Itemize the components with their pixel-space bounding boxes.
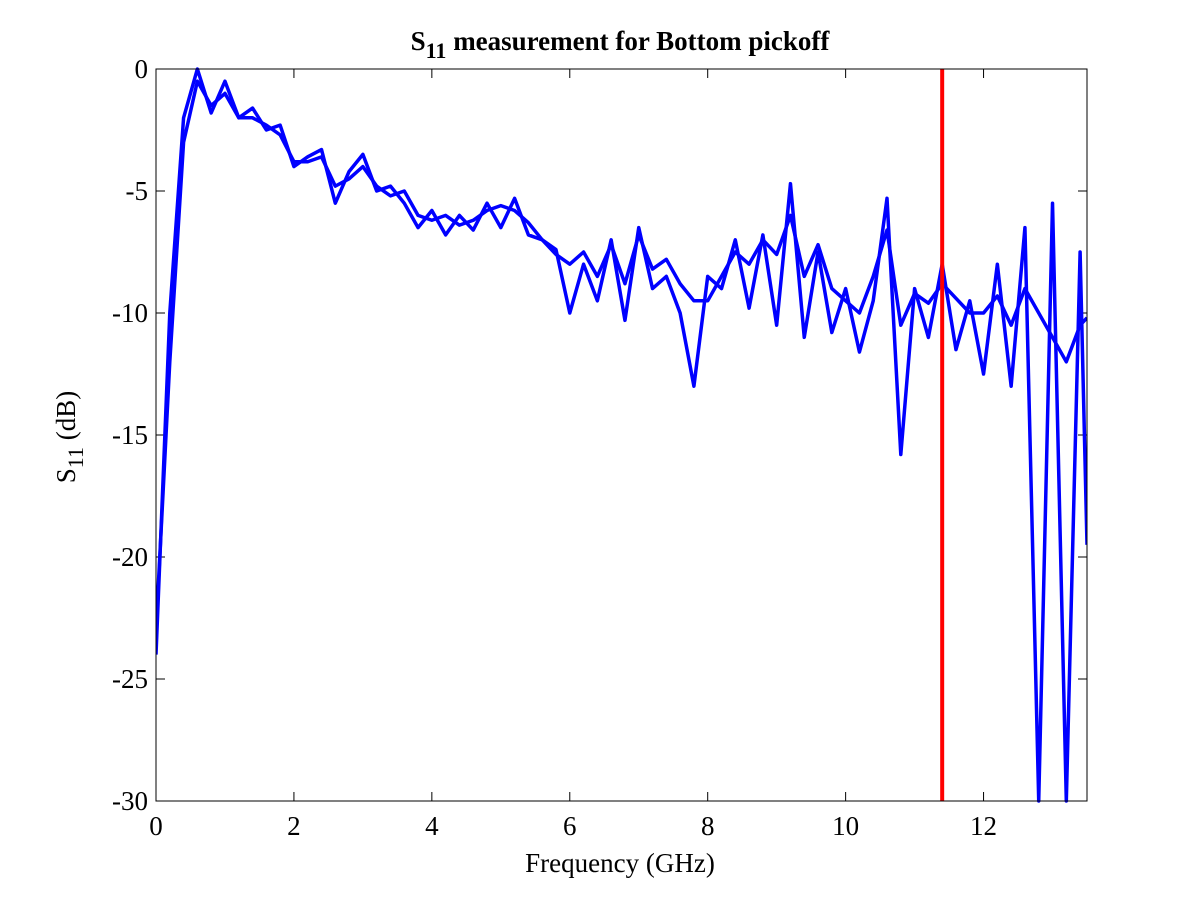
axes-box <box>155 68 1088 802</box>
x-tick-label: 6 <box>563 811 577 841</box>
y-tick-label: -15 <box>112 420 148 450</box>
x-tick-label: 12 <box>970 811 997 841</box>
x-tick-label: 10 <box>832 811 859 841</box>
y-tick-label: -30 <box>112 786 148 816</box>
title-part: measurement for Bottom pickoff <box>446 26 830 56</box>
x-tick-label: 0 <box>149 811 163 841</box>
y-axis-label: S11 (dB) <box>51 391 88 483</box>
title-sub: 11 <box>426 38 447 63</box>
ylabel-part: (dB) <box>51 391 81 447</box>
x-tick-label: 8 <box>701 811 715 841</box>
title-part: S <box>411 26 426 56</box>
y-tick-label: -5 <box>126 176 149 206</box>
y-tick-label: -20 <box>112 542 148 572</box>
chart-title: S11 measurement for Bottom pickoff <box>411 26 831 63</box>
y-tick-label: 0 <box>135 54 149 84</box>
x-tick-label: 2 <box>287 811 301 841</box>
y-tick-label: -25 <box>112 664 148 694</box>
data-line <box>156 79 1087 631</box>
ylabel-part: S <box>51 468 81 483</box>
x-tick-label: 4 <box>425 811 439 841</box>
x-axis-label: Frequency (GHz) <box>525 848 715 878</box>
ylabel-sub: 11 <box>63 447 88 468</box>
y-tick-label: -10 <box>112 298 148 328</box>
